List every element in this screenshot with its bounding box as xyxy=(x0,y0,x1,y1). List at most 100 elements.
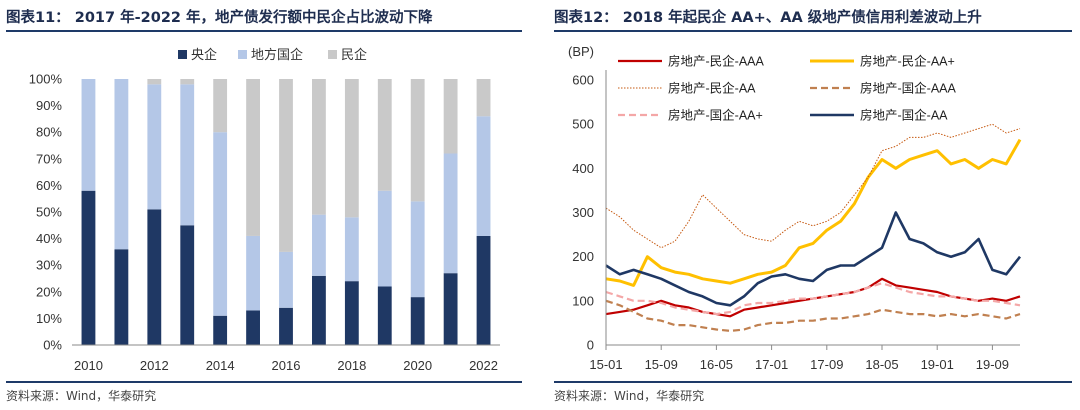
bar-private-2022 xyxy=(476,79,491,117)
bar-local-2020 xyxy=(410,201,425,298)
bar-local-2017 xyxy=(312,214,326,276)
bar-central-2015 xyxy=(246,310,260,345)
y-tick-label: 90% xyxy=(36,98,62,113)
x-tick-label: 15-01 xyxy=(589,357,622,372)
x-tick-label: 2010 xyxy=(74,358,103,373)
x-tick-label: 17-01 xyxy=(755,357,788,372)
bar-central-2022 xyxy=(476,235,491,345)
left-source-bar: 资料来源：Wind，华泰研究 xyxy=(6,381,522,407)
right-source-bar: 资料来源：Wind，华泰研究 xyxy=(554,381,1072,407)
y-tick-label: 10% xyxy=(36,311,62,326)
right-figure-title-bar: 图表12： 2018 年起民企 AA+、AA 级地产债信用利差波动上升 xyxy=(554,4,1072,32)
y-tick-label: 40% xyxy=(36,231,62,246)
bar-local-2010 xyxy=(81,79,96,191)
bar-local-2019 xyxy=(377,190,392,287)
bar-local-2021 xyxy=(443,153,458,274)
y-tick-label: 0 xyxy=(587,338,594,353)
y-tick-label: 20% xyxy=(36,284,62,299)
left-source-note: 资料来源：Wind，华泰研究 xyxy=(6,389,157,403)
y-tick-label: 100 xyxy=(572,293,594,308)
x-tick-label: 2022 xyxy=(469,358,498,373)
legend-swatch-private xyxy=(328,50,337,59)
y-tick-label: 100% xyxy=(29,72,63,87)
x-tick-label: 19-09 xyxy=(976,357,1009,372)
x-tick-label: 2012 xyxy=(140,358,169,373)
bar-central-2016 xyxy=(279,307,293,345)
bar-private-2021 xyxy=(443,79,458,154)
bar-central-2012 xyxy=(147,209,162,345)
legend-label-local: 地方国企 xyxy=(251,47,303,62)
bar-central-2019 xyxy=(377,286,392,345)
series-line-soe_aaa xyxy=(605,299,1021,332)
series-line-priv_aap xyxy=(605,138,1022,287)
bar-local-2022 xyxy=(476,116,491,236)
bar-private-2012 xyxy=(147,79,162,85)
legend-label-private: 民企 xyxy=(341,47,367,62)
y-tick-label: 600 xyxy=(572,73,594,88)
bar-central-2021 xyxy=(443,273,458,345)
x-tick-label: 17-09 xyxy=(810,357,843,372)
right-source-note: 资料来源：Wind，华泰研究 xyxy=(554,389,705,403)
left-figure-title-bar: 图表11： 2017 年-2022 年，地产债发行额中民企占比波动下降 xyxy=(6,4,522,32)
bar-local-2014 xyxy=(213,132,228,316)
x-tick-label: 2018 xyxy=(337,358,366,373)
y-tick-label: 200 xyxy=(572,249,594,264)
legend-label-soe_aa: 房地产-国企-AA xyxy=(860,108,948,123)
y-tick-label: 60% xyxy=(36,178,62,193)
y-tick-label: 400 xyxy=(572,161,594,176)
x-tick-label: 2016 xyxy=(272,358,301,373)
bar-central-2020 xyxy=(410,297,425,345)
legend-label-priv_aaa: 房地产-民企-AAA xyxy=(668,54,765,69)
y-tick-label: 30% xyxy=(36,258,62,273)
legend-label-central: 央企 xyxy=(191,47,217,62)
y-unit-label: (BP) xyxy=(568,44,594,59)
bar-central-2013 xyxy=(180,225,195,345)
stacked-bar-chart: 央企 地方国企 民企 0% 10% 20% 30% 40% 50% 60% 70% 80% 90% 100… xyxy=(29,47,500,373)
right-figure-title: 图表12： 2018 年起民企 AA+、AA 级地产债信用利差波动上升 xyxy=(554,10,982,26)
bar-private-2015 xyxy=(246,79,260,236)
right-figure-panel: 图表12： 2018 年起民企 AA+、AA 级地产债信用利差波动上升 (BP)… xyxy=(548,0,1080,410)
bar-local-2012 xyxy=(147,84,162,210)
bar-central-2014 xyxy=(213,315,228,345)
bar-local-2011 xyxy=(114,79,129,250)
bar-local-2016 xyxy=(279,251,293,308)
y-tick-label: 70% xyxy=(36,151,62,166)
legend-label-priv_aap: 房地产-民企-AA+ xyxy=(860,54,955,69)
bar-private-2020 xyxy=(410,79,425,202)
legend-label-soe_aap: 房地产-国企-AA+ xyxy=(668,108,763,123)
series-line-priv_aa xyxy=(605,123,1021,249)
bar-central-2017 xyxy=(312,275,326,345)
x-tick-label: 18-05 xyxy=(865,357,898,372)
bar-local-2015 xyxy=(246,235,260,311)
bar-private-2016 xyxy=(279,79,293,252)
bar-private-2014 xyxy=(213,79,228,133)
bar-local-2018 xyxy=(344,217,359,282)
bar-private-2013 xyxy=(180,79,195,85)
spread-line-chart: (BP) 0 100 200 300 400 500 600 15-01 15-09 16-05 17… xyxy=(568,44,1022,372)
bar-central-2011 xyxy=(114,249,129,345)
legend-swatch-local xyxy=(238,50,247,59)
x-tick-label: 16-05 xyxy=(700,357,733,372)
bar-private-2019 xyxy=(377,79,392,191)
x-tick-label: 2020 xyxy=(403,358,432,373)
bar-central-2010 xyxy=(81,190,96,345)
series-line-soe_aap xyxy=(605,282,1021,316)
bar-private-2017 xyxy=(312,79,326,215)
left-figure-panel: 图表11： 2017 年-2022 年，地产债发行额中民企占比波动下降 央企 地方… xyxy=(0,0,530,410)
legend-label-priv_aa: 房地产-民企-AA xyxy=(668,81,756,96)
x-tick-label: 15-09 xyxy=(645,357,678,372)
left-figure-title: 图表11： 2017 年-2022 年，地产债发行额中民企占比波动下降 xyxy=(6,10,433,26)
y-tick-label: 0% xyxy=(43,338,62,353)
legend-swatch-central xyxy=(178,50,187,59)
x-tick-label: 19-01 xyxy=(921,357,954,372)
series-line-soe_aa xyxy=(605,211,1022,307)
legend-label-soe_aaa: 房地产-国企-AAA xyxy=(860,81,957,96)
bar-private-2018 xyxy=(344,79,359,218)
bar-central-2018 xyxy=(344,281,359,345)
y-tick-label: 50% xyxy=(36,205,62,220)
x-tick-label: 2014 xyxy=(206,358,235,373)
bar-local-2013 xyxy=(180,84,195,226)
y-tick-label: 80% xyxy=(36,125,62,140)
y-tick-label: 300 xyxy=(572,205,594,220)
y-tick-label: 500 xyxy=(572,117,594,132)
